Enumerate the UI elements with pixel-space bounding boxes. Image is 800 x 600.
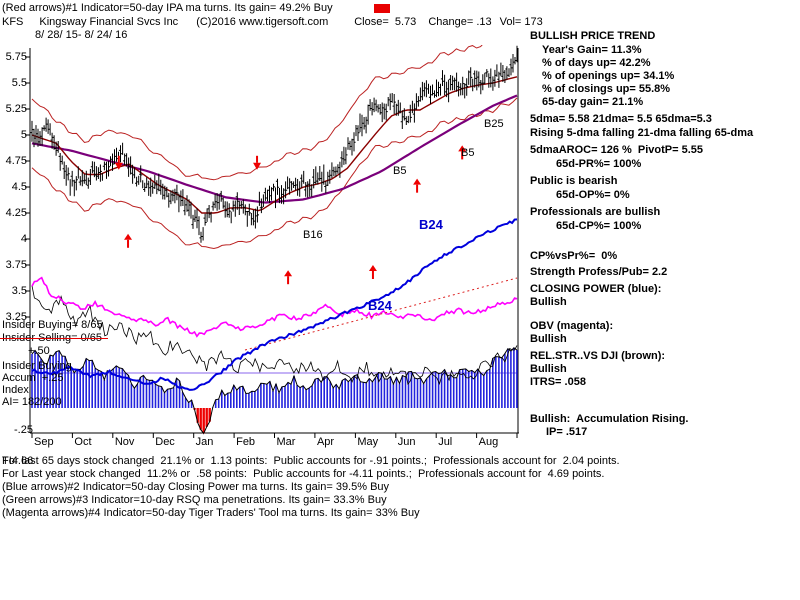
analysis-panel-line: % of openings up= 34.1% bbox=[542, 70, 675, 82]
date-range-label: 8/ 28/ 15- 8/ 24/ 16 bbox=[35, 29, 128, 41]
price-axis-label: 4.5 bbox=[11, 181, 27, 193]
copyright-url: (C)2016 www.tigersoft.com bbox=[196, 16, 329, 28]
chart-annotation: B5 bbox=[393, 165, 407, 177]
analysis-panel-line: Rising 5-dma falling 21-dma falling 65-d… bbox=[530, 127, 754, 139]
analysis-panel-line: REL.STR..VS DJI (brown): bbox=[530, 350, 666, 362]
level-plus50-label: +.50 bbox=[28, 345, 50, 357]
ti-version-label: TI4.66 bbox=[2, 455, 34, 467]
ma21-line bbox=[31, 76, 518, 214]
chart-annotation: B16 bbox=[303, 229, 323, 241]
analysis-panel-line: % of closings up= 55.8% bbox=[542, 83, 671, 95]
indicator2-signal-line: (Blue arrows)#2 Indicator=50-day Closing… bbox=[2, 481, 390, 493]
month-axis-label: Feb bbox=[236, 436, 256, 448]
month-axis-label: Sep bbox=[34, 436, 54, 448]
insider-accum-label-2: Accum +.25 bbox=[2, 372, 64, 384]
month-axis-label: Aug bbox=[478, 436, 499, 448]
analysis-panel-line: Public is bearish bbox=[530, 175, 618, 187]
month-axis-label: Jun bbox=[397, 436, 416, 448]
buy-arrow-icon bbox=[124, 233, 133, 240]
level-minus25-label: -.25 bbox=[14, 424, 33, 436]
analysis-panel-line: Bullish bbox=[530, 296, 567, 308]
analysis-panel-line: BULLISH PRICE TREND bbox=[530, 30, 656, 42]
month-axis-label: Dec bbox=[155, 436, 175, 448]
obv-line bbox=[31, 276, 518, 338]
lower-band-line bbox=[31, 97, 518, 250]
accumulation-index-value: AI= 182/200 bbox=[2, 396, 62, 408]
analysis-panel-line: Bullish: Accumulation Rising. bbox=[530, 413, 689, 425]
sell-arrow-icon bbox=[253, 162, 262, 170]
month-axis-label: Apr bbox=[316, 436, 335, 448]
analysis-panel-line: 65d-CP%= 100% bbox=[556, 220, 642, 232]
price-volume-chart bbox=[25, 45, 519, 438]
price-axis-label: 4 bbox=[20, 233, 27, 245]
chart-annotation: B24 bbox=[419, 217, 443, 232]
buy-arrow-icon bbox=[413, 178, 422, 185]
close-value: Close= 5.73 bbox=[354, 16, 417, 28]
analysis-panel-line: 65-day gain= 21.1% bbox=[542, 96, 644, 108]
sell-arrow-icon bbox=[114, 162, 123, 170]
ticker-symbol: KFS bbox=[2, 16, 24, 28]
rel-strength-line bbox=[31, 285, 518, 386]
price-axis-label: 5.5 bbox=[11, 77, 27, 89]
accum-envelope-line bbox=[31, 347, 518, 435]
indicator3-signal-line: (Green arrows)#3 Indicator=10-day RSQ ma… bbox=[2, 494, 387, 506]
analysis-panel-line: CLOSING POWER (blue): bbox=[530, 283, 662, 295]
price-axis-label: 3.25 bbox=[5, 311, 27, 323]
analysis-panel-line: OBV (magenta): bbox=[530, 320, 614, 332]
price-axis-label: 3.5 bbox=[11, 285, 27, 297]
analysis-panel-line: % of days up= 42.2% bbox=[542, 57, 651, 69]
analysis-panel-line: ITRS= .058 bbox=[530, 376, 586, 388]
axis-ticks bbox=[25, 56, 518, 438]
price-axis-label: 5.25 bbox=[5, 103, 27, 115]
volume-value: Vol= 173 bbox=[499, 16, 543, 28]
insider-accum-label-3: Index bbox=[2, 384, 29, 396]
price-axis-label: 3.75 bbox=[5, 259, 27, 271]
cp-trendline bbox=[244, 277, 518, 351]
chart-annotation: B24 bbox=[368, 298, 392, 313]
indicator4-signal-line: (Magenta arrows)#4 Indicator=50-day Tige… bbox=[2, 507, 420, 519]
company-name: Kingsway Financial Svcs Inc bbox=[39, 16, 179, 28]
price-axis-label: 5 bbox=[20, 129, 27, 141]
analysis-panel-line: CP%vsPr%= 0% bbox=[530, 250, 618, 262]
insider-accum-label-1: Insider Buying bbox=[2, 360, 72, 372]
accum-histogram-positive bbox=[31, 347, 518, 408]
price-axis-label: 4.75 bbox=[5, 155, 27, 167]
analysis-panel-line: 5dmaAROC= 126 % PivotP= 5.55 bbox=[530, 144, 704, 156]
analysis-panel-line: Bullish bbox=[530, 333, 567, 345]
month-axis-label: Jan bbox=[195, 436, 214, 448]
month-axis-label: Nov bbox=[114, 436, 135, 448]
analysis-panel-line: 65d-PR%= 100% bbox=[556, 158, 642, 170]
price-axis-label: 4.25 bbox=[5, 207, 27, 219]
analysis-panel-line: Year's Gain= 11.3% bbox=[542, 44, 642, 56]
footer-line-year: For Last year stock changed 11.2% or .58… bbox=[2, 468, 605, 480]
closing-power-line bbox=[31, 218, 518, 391]
insider-buying-label: Insider Buying= 8/65 bbox=[2, 319, 103, 331]
change-value: Change= .13 bbox=[428, 16, 492, 28]
indicator1-signal-line: (Red arrows)#1 Indicator=50-day IPA ma t… bbox=[2, 2, 333, 14]
month-axis-label: Jul bbox=[438, 436, 453, 448]
price-axis-label: 5.75 bbox=[5, 51, 27, 63]
month-axis-label: Mar bbox=[276, 436, 296, 448]
analysis-panel-line: 65d-OP%= 0% bbox=[556, 189, 630, 201]
analysis-panel-line: Professionals are bullish bbox=[530, 206, 661, 218]
month-axis-label: May bbox=[357, 436, 379, 448]
analysis-panel-line: Strength Profess/Pub= 2.2 bbox=[530, 266, 668, 278]
upper-band-line bbox=[31, 45, 483, 181]
red-signal-swatch bbox=[374, 4, 390, 13]
buy-arrow-icon bbox=[284, 270, 293, 277]
buy-arrow-icon bbox=[368, 265, 377, 271]
analysis-panel-line: 5dma= 5.58 21dma= 5.5 65dma=5.3 bbox=[530, 113, 712, 125]
month-axis-label: Oct bbox=[74, 436, 92, 448]
title-line: KFS Kingsway Financial Svcs Inc (C)2016 ww… bbox=[2, 16, 543, 28]
chart-annotation: B5 bbox=[461, 147, 475, 159]
price-ohlc-bars bbox=[30, 45, 518, 243]
chart-annotation: B25 bbox=[484, 118, 504, 130]
buy-arrow-icon bbox=[458, 145, 467, 152]
red-strike-line bbox=[0, 338, 108, 339]
chart-axes bbox=[29, 48, 519, 434]
analysis-panel-line: IP= .517 bbox=[546, 426, 588, 438]
analysis-panel-line: Bullish bbox=[530, 363, 567, 375]
footer-line-65day: For last 65 days stock changed 21.1% or … bbox=[2, 455, 620, 467]
